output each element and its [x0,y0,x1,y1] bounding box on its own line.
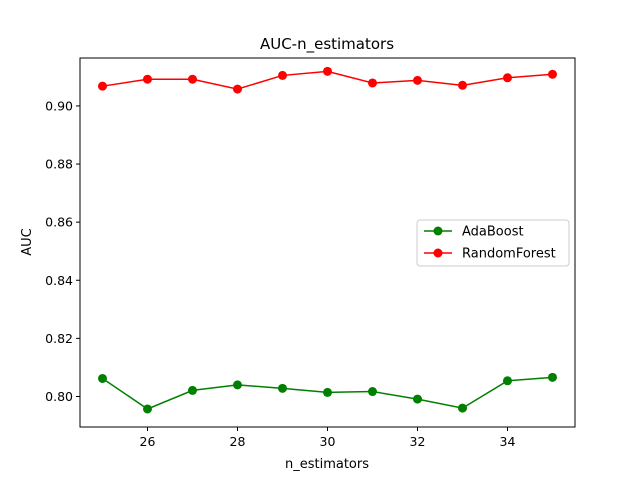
x-tick-label: 32 [410,434,426,449]
y-tick-label: 0.82 [45,331,73,346]
data-point-adaboost [458,403,467,413]
legend-marker-randomforest [433,248,443,258]
chart-title: AUC-n_estimators [260,35,394,54]
data-point-adaboost [503,376,512,386]
data-point-randomforest [413,75,422,85]
data-point-randomforest [323,66,332,76]
data-point-randomforest [278,70,287,80]
y-tick-label: 0.88 [45,157,73,172]
x-tick-label: 30 [320,434,336,449]
y-tick-label: 0.90 [45,98,73,113]
data-point-adaboost [143,404,152,414]
data-point-randomforest [458,80,467,90]
x-axis-label: n_estimators [285,457,369,472]
y-tick-label: 0.80 [45,389,73,404]
legend-marker-adaboost [433,226,443,236]
data-point-randomforest [143,74,152,84]
y-axis-label: AUC [20,228,35,256]
data-point-adaboost [188,385,197,395]
data-point-randomforest [548,69,557,79]
data-point-adaboost [233,380,242,390]
y-tick-label: 0.86 [45,215,73,230]
legend-label-randomforest: RandomForest [462,247,556,262]
data-point-adaboost [413,394,422,404]
data-point-adaboost [368,387,377,397]
data-point-adaboost [323,387,332,397]
data-point-adaboost [278,383,287,393]
data-point-randomforest [188,74,197,84]
legend-box [416,219,570,267]
data-point-randomforest [368,78,377,88]
data-point-randomforest [98,81,107,91]
y-tick-label: 0.84 [45,273,73,288]
data-point-adaboost [98,373,107,383]
legend-label-adaboost: AdaBoost [462,225,524,240]
plot-frame [79,57,576,428]
x-tick-label: 26 [140,434,156,449]
x-tick-label: 28 [230,434,246,449]
tick-layer: 26 28 30 32 34 0.80 0.82 0.84 0.86 0.88 0.90 [45,98,515,449]
series-layer [98,66,557,414]
legend: AdaBoost RandomForest [416,219,570,267]
x-tick-label: 34 [500,434,516,449]
data-point-randomforest [503,73,512,83]
data-point-adaboost [548,372,557,382]
data-point-randomforest [233,84,242,94]
